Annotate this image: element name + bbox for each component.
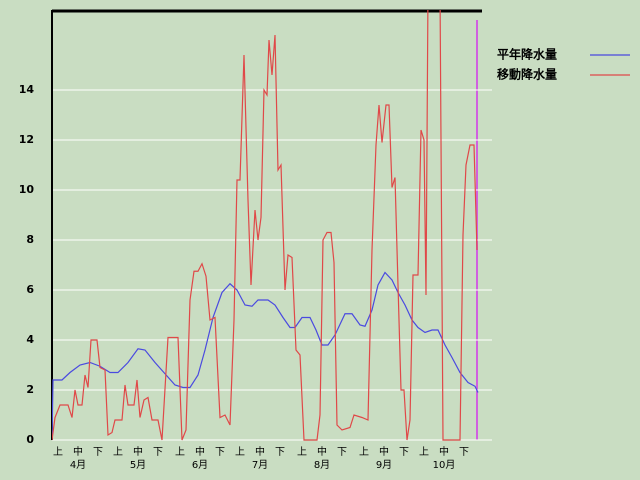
x-tick-label: 中 — [255, 445, 265, 458]
x-tick-label: 中 — [195, 445, 205, 458]
plot — [52, 10, 479, 441]
series-line — [52, 10, 478, 441]
x-tick-label: 上 — [419, 446, 429, 458]
series-line — [52, 271, 479, 441]
legend-label: 平年降水量 — [497, 47, 557, 62]
month-label: 5月 — [130, 459, 146, 471]
month-label: 10月 — [433, 459, 456, 471]
x-tick-label: 下 — [93, 447, 103, 458]
x-tick-label: 中 — [73, 445, 83, 458]
x-tick-label: 下 — [215, 447, 225, 458]
month-label: 8月 — [314, 459, 330, 471]
x-tick-label: 中 — [439, 445, 449, 458]
y-tick-label: 8 — [26, 233, 34, 246]
x-tick-label: 下 — [399, 447, 409, 458]
y-tick-label: 0 — [26, 433, 34, 446]
x-tick-label: 中 — [379, 445, 389, 458]
y-tick-label: 12 — [19, 133, 34, 146]
x-tick-label: 上 — [113, 446, 123, 458]
x-tick-label: 上 — [235, 446, 245, 458]
x-tick-label: 上 — [297, 446, 307, 458]
month-label: 6月 — [192, 459, 208, 471]
y-tick-label: 2 — [26, 383, 34, 396]
x-tick-label: 下 — [337, 447, 347, 458]
x-tick-label: 上 — [359, 446, 369, 458]
x-tick-label: 中 — [317, 445, 327, 458]
x-tick-label: 下 — [459, 447, 469, 458]
x-tick-label: 下 — [153, 447, 163, 458]
x-tick-label: 上 — [175, 446, 185, 458]
legend-label: 移動降水量 — [497, 67, 557, 82]
y-tick-label: 10 — [19, 183, 35, 196]
y-tick-label: 6 — [26, 283, 34, 296]
y-tick-label: 4 — [26, 333, 34, 346]
month-label: 9月 — [376, 459, 392, 471]
y-tick-label: 14 — [19, 83, 35, 96]
month-label: 7月 — [252, 459, 268, 471]
x-tick-label: 下 — [275, 447, 285, 458]
x-tick-label: 中 — [133, 445, 143, 458]
month-label: 4月 — [70, 459, 86, 471]
x-tick-label: 上 — [53, 446, 63, 458]
